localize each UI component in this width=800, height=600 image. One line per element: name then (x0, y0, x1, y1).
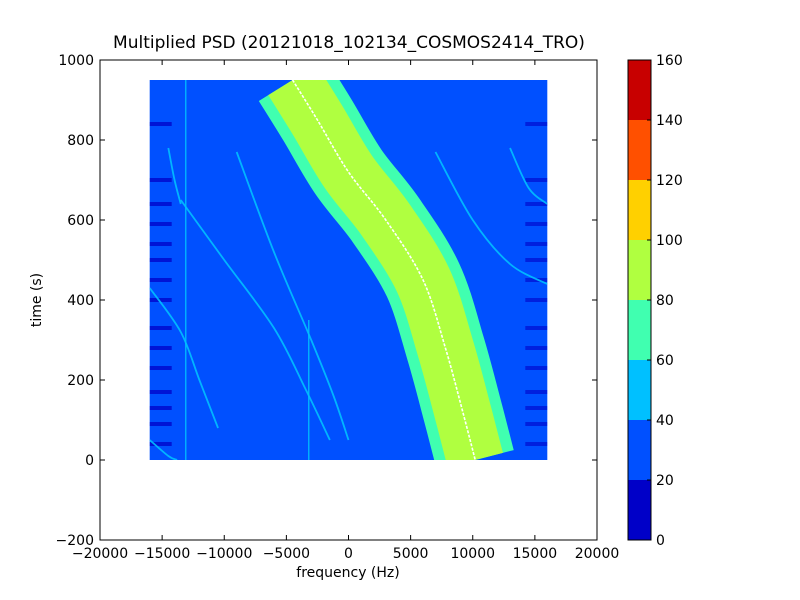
chart-title: Multiplied PSD (20121018_102134_COSMOS24… (113, 33, 585, 53)
x-tick-label: −15000 (134, 546, 190, 562)
edge-stripe-right (525, 222, 548, 226)
x-tick-label: 20000 (575, 546, 620, 562)
colorbar-tick-label: 80 (656, 293, 674, 309)
edge-stripe-right (525, 258, 548, 262)
colorbar-bin (628, 300, 651, 360)
colorbar-tick-label: 120 (656, 173, 683, 189)
edge-stripe-left (149, 278, 172, 282)
colorbar-tick-label: 160 (656, 53, 683, 69)
x-tick-label: −20000 (72, 546, 128, 562)
colorbar-bin (628, 180, 651, 240)
faint-track (167, 147, 182, 205)
plot-area: −20000 −15000 −10000 −5000 0 5000 10000 15000 20… (56, 53, 620, 562)
faint-track (149, 439, 178, 460)
x-axis-ticks: −20000 −15000 −10000 −5000 0 5000 10000 15000 20… (72, 60, 619, 562)
edge-stripe-right (525, 122, 548, 126)
edge-stripe-right (525, 178, 548, 182)
edge-stripe-left (149, 258, 172, 262)
colorbar-tick-label: 20 (656, 473, 674, 489)
edge-stripe-left (149, 178, 172, 182)
edge-stripe-left (149, 326, 172, 330)
edge-stripe-right (525, 442, 548, 446)
y-tick-label: −200 (56, 533, 94, 549)
colorbar-bin (628, 120, 651, 180)
x-axis-label: frequency (Hz) (296, 565, 399, 581)
colorbar-bin (628, 360, 651, 420)
faint-track (434, 151, 548, 285)
heatmap-layer (149, 80, 548, 460)
band-peak-line (291, 80, 477, 460)
edge-stripe-left (149, 366, 172, 370)
edge-stripe-right (525, 346, 548, 350)
colorbar-tick-label: 0 (656, 533, 665, 549)
edge-stripe-left (149, 202, 172, 206)
edge-stripe-right (525, 326, 548, 330)
x-tick-label: 0 (344, 546, 353, 562)
edge-stripe-left (149, 222, 172, 226)
edge-stripe-left (149, 346, 172, 350)
edge-stripe-right (525, 242, 548, 246)
edge-stripe-left (149, 406, 172, 410)
colorbar-bin (628, 240, 651, 300)
faint-track (149, 287, 219, 429)
colorbar-bin (628, 420, 651, 480)
y-axis-label: time (s) (29, 273, 45, 327)
faint-track (235, 151, 350, 441)
colorbar-tick-label: 140 (656, 113, 683, 129)
colorbar-tick-label: 60 (656, 353, 674, 369)
y-tick-label: 400 (67, 293, 94, 309)
edge-stripe-right (525, 202, 548, 206)
edge-stripe-left (149, 422, 172, 426)
colorbar-tick-label: 40 (656, 413, 674, 429)
edge-stripe-right (525, 366, 548, 370)
y-axis-ticks: −200 0 200 400 600 800 1000 (56, 53, 597, 549)
edge-stripe-left (149, 122, 172, 126)
x-tick-label: −10000 (196, 546, 252, 562)
colorbar: 0 20 40 60 80 100 120 140 160 (627, 53, 683, 549)
edge-stripe-left (149, 242, 172, 246)
colorbar-tick-label: 100 (656, 233, 683, 249)
y-tick-label: 0 (85, 453, 94, 469)
x-tick-label: 5000 (393, 546, 429, 562)
y-tick-label: 200 (67, 373, 94, 389)
colorbar-bin (628, 480, 651, 540)
y-tick-label: 600 (67, 213, 94, 229)
edge-stripe-right (525, 390, 548, 394)
edge-stripe-left (149, 298, 172, 302)
faint-track (180, 199, 331, 441)
x-tick-label: 15000 (513, 546, 558, 562)
edge-stripe-left (149, 442, 172, 446)
edge-stripe-right (525, 298, 548, 302)
faint-track (509, 147, 548, 205)
edge-stripe-right (525, 406, 548, 410)
x-tick-label: 10000 (450, 546, 495, 562)
edge-stripe-left (149, 390, 172, 394)
edge-stripe-right (525, 422, 548, 426)
x-tick-label: −5000 (263, 546, 310, 562)
y-tick-label: 1000 (58, 53, 94, 69)
y-tick-label: 800 (67, 133, 94, 149)
colorbar-bin (628, 60, 651, 120)
